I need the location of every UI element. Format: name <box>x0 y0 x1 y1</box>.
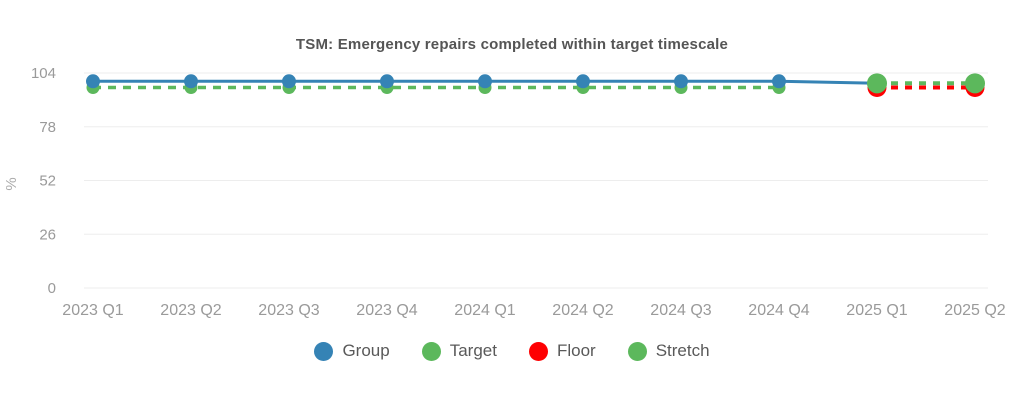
x-axis-tick-labels: 2023 Q1 2023 Q2 2023 Q3 2023 Q4 2024 Q1 2024 … <box>62 302 1005 319</box>
y-tick-label: 52 <box>39 173 56 190</box>
series-group <box>86 74 884 91</box>
x-tick-label: 2023 Q3 <box>258 302 319 319</box>
x-tick-label: 2024 Q3 <box>650 302 711 319</box>
x-tick-label: 2024 Q4 <box>748 302 809 319</box>
y-tick-label: 0 <box>48 280 56 297</box>
target-series-swatch-icon <box>421 341 441 361</box>
x-tick-label: 2024 Q1 <box>454 302 515 319</box>
legend-item-floor[interactable]: Floor <box>528 341 596 361</box>
legend-label: Floor <box>556 341 596 360</box>
legend-item-group[interactable]: Group <box>314 341 390 361</box>
y-tick-label: 78 <box>39 119 56 136</box>
data-point <box>380 74 394 89</box>
y-tick-label: 26 <box>39 226 56 243</box>
data-point <box>86 74 100 89</box>
legend-label: Stretch <box>655 341 710 360</box>
legend-label: Target <box>449 341 497 360</box>
x-tick-label: 2023 Q2 <box>160 302 221 319</box>
data-point <box>576 74 590 89</box>
x-tick-label: 2025 Q1 <box>846 302 907 319</box>
floor-series-swatch-icon <box>528 341 548 361</box>
data-point <box>867 73 887 94</box>
x-tick-label: 2024 Q2 <box>552 302 613 319</box>
gridlines <box>84 72 988 289</box>
y-tick-label: 104 <box>31 65 56 82</box>
y-axis-title: % <box>3 177 20 190</box>
x-tick-label: 2023 Q1 <box>62 302 123 319</box>
data-point <box>184 74 198 89</box>
data-point <box>282 74 296 89</box>
data-point <box>772 74 786 89</box>
data-point <box>965 73 985 94</box>
legend-label: Group <box>342 341 390 360</box>
data-point <box>478 74 492 89</box>
y-axis-tick-labels: 0 26 52 78 104 <box>31 65 56 297</box>
x-tick-label: 2025 Q2 <box>944 302 1005 319</box>
chart-title: TSM: Emergency repairs completed within … <box>295 36 729 53</box>
legend-item-stretch[interactable]: Stretch <box>627 341 710 361</box>
chart-legend: Group Target Floor Stretch <box>0 341 1024 361</box>
stretch-series-swatch-icon <box>627 341 647 361</box>
series-stretch <box>867 73 985 94</box>
group-series-swatch-icon <box>314 341 334 361</box>
data-point <box>674 74 688 89</box>
legend-item-target[interactable]: Target <box>421 341 497 361</box>
x-tick-label: 2023 Q4 <box>356 302 417 319</box>
